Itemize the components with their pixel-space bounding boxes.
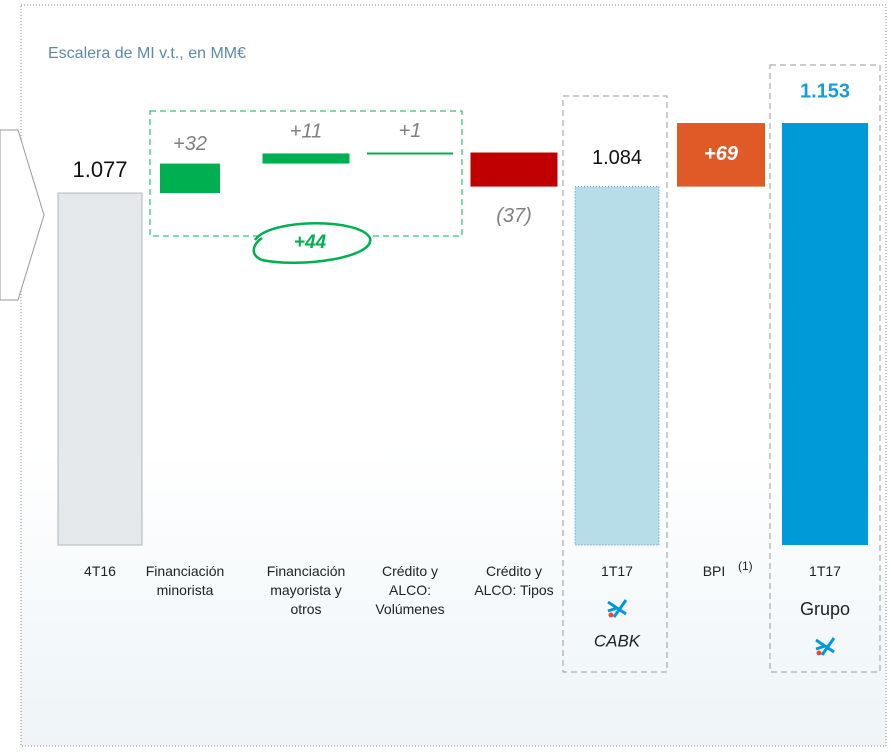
arrow bbox=[0, 129, 45, 301]
bar bbox=[677, 123, 765, 187]
bar bbox=[782, 123, 868, 545]
value-label: 1.084 bbox=[592, 147, 642, 169]
category-label: Financiación minorista bbox=[145, 563, 225, 598]
bar bbox=[160, 163, 220, 194]
bar bbox=[574, 186, 660, 546]
category-label: BPI bbox=[702, 563, 726, 579]
chart-title: Escalera de MI v.t., en MM€ bbox=[48, 45, 246, 62]
category-label: 1T17 bbox=[601, 563, 633, 579]
bar bbox=[470, 152, 558, 187]
category-label: 4T16 bbox=[84, 563, 116, 579]
annotation: Grupo bbox=[800, 599, 850, 619]
bar bbox=[57, 192, 143, 546]
value-label: +11 bbox=[290, 121, 322, 143]
value-label: +1 bbox=[399, 120, 422, 142]
footnote: (1) bbox=[738, 559, 753, 573]
value-label: 1.153 bbox=[800, 80, 850, 102]
logo bbox=[607, 599, 628, 618]
value-label: +69 bbox=[704, 143, 739, 165]
annotation: CABK bbox=[594, 631, 641, 650]
grupo-box bbox=[769, 64, 881, 673]
category-label: Crédito y ALCO: Volúmenes bbox=[375, 563, 445, 617]
category-label: Financiación mayorista y otros bbox=[266, 563, 346, 617]
logo bbox=[815, 637, 836, 656]
category-label: Crédito y ALCO: Tipos bbox=[474, 563, 554, 598]
category-label: 1T17 bbox=[809, 563, 841, 579]
annotation: +44 bbox=[294, 232, 327, 253]
frame bbox=[20, 4, 887, 747]
bar bbox=[262, 153, 350, 164]
bar bbox=[367, 152, 453, 155]
cabk-box bbox=[562, 95, 668, 673]
value-label: 1.077 bbox=[72, 157, 127, 182]
value-label: (37) bbox=[496, 205, 532, 227]
ellipse bbox=[252, 222, 372, 264]
value-label: +32 bbox=[173, 133, 207, 155]
